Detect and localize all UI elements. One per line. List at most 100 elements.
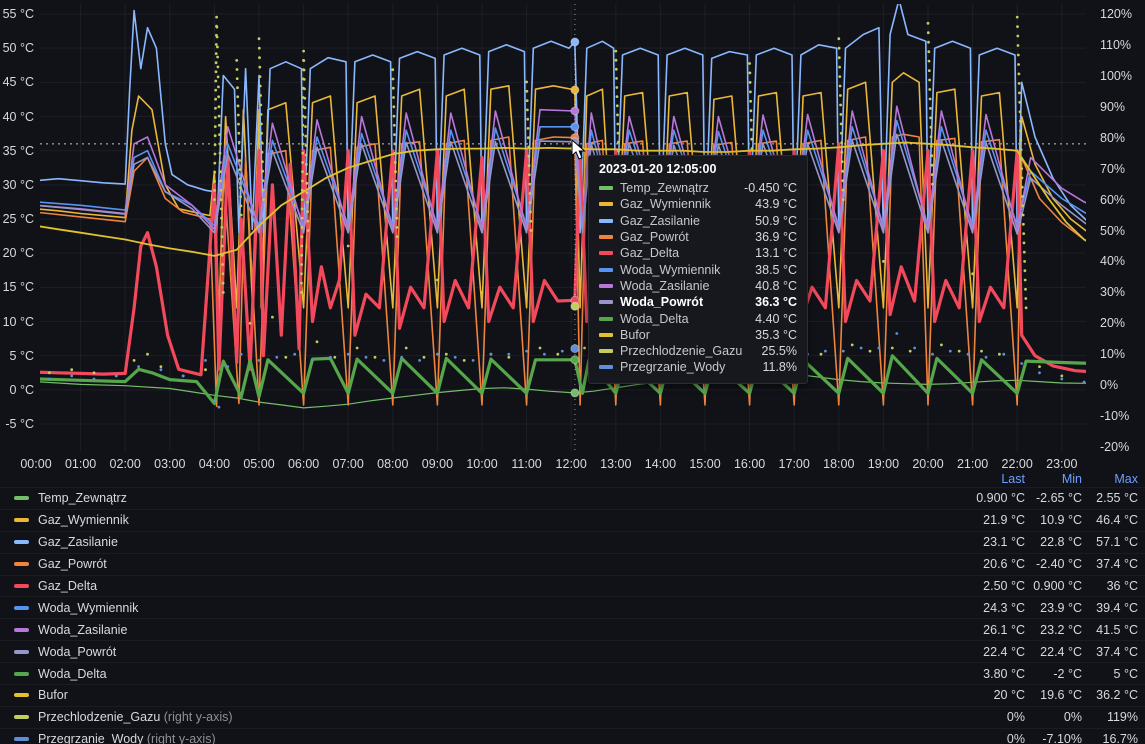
legend-last-value: 26.1 °C [983, 622, 1025, 637]
series-color-swatch [599, 218, 613, 223]
right-axis-tick: 80% [1100, 130, 1126, 145]
right-axis-tick: 90% [1100, 99, 1126, 114]
tooltip-series-name: Gaz_Zasilanie [620, 213, 700, 228]
x-axis-tick: 08:00 [377, 457, 409, 471]
series-color-swatch[interactable] [14, 737, 29, 742]
x-axis-tick: 17:00 [778, 457, 810, 471]
legend-series-name[interactable]: Woda_Delta [38, 666, 107, 681]
legend-series-name[interactable]: Gaz_Powrót [38, 557, 107, 572]
tooltip-series-value: 38.5 °C [755, 262, 797, 277]
legend-last-value: 20 °C [993, 688, 1025, 703]
series-color-swatch[interactable] [14, 496, 29, 501]
series-color-swatch [599, 365, 613, 370]
tooltip-series-name: Gaz_Delta [620, 246, 680, 261]
legend-sort-min[interactable]: Min [1061, 471, 1082, 486]
legend-series-name[interactable]: Woda_Powrót [38, 644, 117, 659]
series-color-swatch[interactable] [14, 518, 29, 523]
hover-marker [570, 301, 580, 311]
legend-min-value: -2 °C [1053, 666, 1082, 681]
legend-last-value: 0% [1006, 732, 1025, 744]
legend-row-Woda_Wymiennik[interactable]: Woda_Wymiennik 24.3 °C 23.9 °C 39.4 °C [0, 596, 1145, 618]
legend-row-Temp_Zewnątrz[interactable]: Temp_Zewnątrz 0.900 °C -2.65 °C 2.55 °C [0, 487, 1145, 509]
left-axis-tick: 5 °C [9, 348, 34, 363]
series-color-swatch[interactable] [14, 649, 29, 654]
legend-row-Bufor[interactable]: Bufor 20 °C 19.6 °C 36.2 °C [0, 684, 1145, 706]
x-axis-tick: 19:00 [867, 457, 900, 471]
legend-row-Woda_Zasilanie[interactable]: Woda_Zasilanie 26.1 °C 23.2 °C 41.5 °C [0, 618, 1145, 640]
tooltip-series-name: Temp_Zewnątrz [620, 181, 709, 196]
series-line-Gaz_Zasilanie [40, 4, 1086, 234]
tooltip-row: Woda_Delta 4.40 °C [599, 310, 797, 326]
tooltip-series-name: Gaz_Powrót [620, 230, 689, 245]
legend-series-name[interactable]: Przechlodzenie_Gazu (right y-axis) [38, 710, 233, 725]
right-axis-tick: -10% [1100, 409, 1130, 424]
tooltip-row: Przegrzanie_Wody 11.8% [599, 359, 797, 375]
series-color-swatch[interactable] [14, 562, 29, 567]
left-axis-tick: 10 °C [2, 314, 34, 329]
legend-last-value: 20.6 °C [983, 557, 1025, 572]
tooltip-series-value: 11.8% [762, 360, 797, 375]
legend-row-Przegrzanie_Wody[interactable]: Przegrzanie_Wody (right y-axis) 0% -7.10% 1… [0, 727, 1145, 744]
legend-row-Gaz_Wymiennik[interactable]: Gaz_Wymiennik 21.9 °C 10.9 °C 46.4 °C [0, 508, 1145, 531]
series-color-swatch[interactable] [14, 715, 29, 720]
left-axis-tick: 45 °C [2, 75, 34, 90]
legend-sort-last[interactable]: Last [1001, 471, 1025, 486]
legend-sort-max[interactable]: Max [1114, 471, 1138, 486]
legend-row-Gaz_Delta[interactable]: Gaz_Delta 2.50 °C 0.900 °C 36 °C [0, 574, 1145, 597]
tooltip-series-name: Przegrzanie_Wody [620, 360, 726, 375]
hover-marker [570, 37, 580, 47]
legend-series-name[interactable]: Woda_Zasilanie [38, 622, 128, 637]
legend-row-Woda_Powrót[interactable]: Woda_Powrót 22.4 °C 22.4 °C 37.4 °C [0, 640, 1145, 662]
left-axis-tick: 50 °C [2, 41, 34, 56]
legend-last-value: 21.9 °C [983, 513, 1025, 528]
x-axis-tick: 13:00 [600, 457, 632, 471]
legend-series-name[interactable]: Gaz_Zasilanie [38, 535, 118, 550]
series-color-swatch [599, 235, 613, 240]
series-color-swatch [599, 186, 613, 191]
right-axis-tick: 70% [1100, 161, 1126, 176]
legend-series-name[interactable]: Przegrzanie_Wody (right y-axis) [38, 732, 935, 744]
legend-last-value: 23.1 °C [983, 535, 1025, 550]
plot-area [40, 4, 1086, 451]
left-axis-tick: 0 °C [9, 382, 34, 397]
legend-series-name[interactable]: Woda_Wymiennik [38, 600, 139, 615]
x-axis-tick: 22:00 [1001, 457, 1033, 471]
legend-row-Woda_Delta[interactable]: Woda_Delta 3.80 °C -2 °C 5 °C [0, 662, 1145, 684]
legend-max-value: 39.4 °C [1096, 600, 1138, 615]
legend-max-value: 41.5 °C [1096, 622, 1138, 637]
tooltip-row: Gaz_Powrót 36.9 °C [599, 229, 797, 245]
legend-series-name[interactable]: Bufor [38, 688, 68, 703]
legend-row-Przechlodzenie_Gazu[interactable]: Przechlodzenie_Gazu (right y-axis) 0% 0% 11… [0, 705, 1145, 728]
legend-row-Gaz_Zasilanie[interactable]: Gaz_Zasilanie 23.1 °C 22.8 °C 57.1 °C [0, 530, 1145, 553]
legend-last-value: 0.900 °C [976, 491, 1025, 506]
legend-max-value: 5 °C [1113, 666, 1138, 681]
hover-marker [570, 85, 580, 95]
legend-series-name[interactable]: Gaz_Delta [38, 579, 98, 593]
legend-row-Gaz_Powrót[interactable]: Gaz_Powrót 20.6 °C -2.40 °C 37.4 °C [0, 552, 1145, 575]
right-axis-tick: 40% [1100, 254, 1126, 269]
legend-series-name[interactable]: Gaz_Wymiennik [38, 513, 129, 528]
x-axis-tick: 15:00 [689, 457, 721, 471]
series-color-swatch[interactable] [14, 627, 29, 632]
tooltip-row: Bufor 35.3 °C [599, 327, 797, 343]
legend-axis-suffix: (right y-axis) [143, 732, 216, 744]
x-axis-tick: 20:00 [912, 457, 944, 471]
tooltip-series-name: Woda_Powrót [620, 295, 704, 310]
series-color-swatch[interactable] [14, 540, 29, 545]
left-axis-tick: 15 °C [2, 280, 34, 295]
time-series-plot[interactable] [0, 0, 1145, 455]
tooltip-row: Gaz_Wymiennik 43.9 °C [599, 196, 797, 212]
series-color-swatch[interactable] [14, 584, 29, 588]
series-color-swatch [599, 300, 613, 305]
x-axis-tick: 09:00 [421, 457, 454, 471]
series-color-swatch[interactable] [14, 693, 29, 698]
mouse-cursor [571, 139, 586, 160]
tooltip-series-value: 25.5% [761, 344, 797, 359]
series-color-swatch[interactable] [14, 605, 29, 610]
series-color-swatch[interactable] [14, 671, 29, 676]
series-color-swatch [599, 349, 613, 354]
legend-series-name[interactable]: Temp_Zewnątrz [38, 491, 127, 506]
x-axis-tick: 18:00 [823, 457, 855, 471]
tooltip-series-name: Przechlodzenie_Gazu [620, 344, 743, 359]
legend-header: Last Min Max [0, 470, 1145, 487]
